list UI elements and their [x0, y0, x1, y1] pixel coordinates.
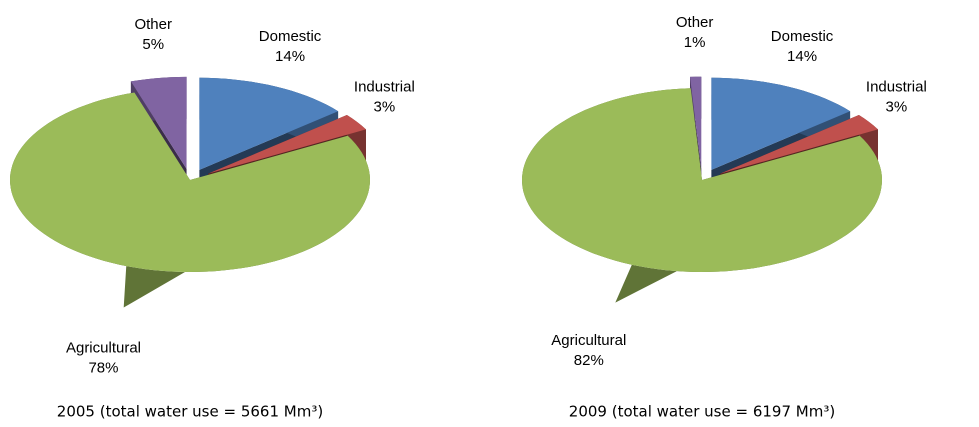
slice-value-label: 1%: [684, 34, 706, 51]
chart-caption: 2009 (total water use = 6197 Mm³): [569, 403, 835, 421]
slice-label: Domestic: [259, 28, 322, 45]
slice: [522, 88, 882, 272]
slice-value-label: 5%: [142, 36, 164, 53]
slice-value-label: 3%: [886, 98, 908, 115]
slice-label: Domestic: [771, 28, 834, 45]
slice-label: Other: [134, 16, 172, 33]
slice-value-label: 14%: [275, 48, 305, 65]
slice-value-label: 78%: [88, 360, 118, 377]
slice-label: Industrial: [354, 78, 415, 95]
slice-label: Agricultural: [551, 332, 626, 349]
slice-value-label: 3%: [374, 98, 396, 115]
slice: [10, 92, 370, 272]
slice: [711, 77, 851, 170]
slice: [208, 115, 366, 174]
slice-value-label: 14%: [787, 48, 817, 65]
slice: [690, 76, 702, 169]
pie-chart: Domestic 14% Industrial 3% Agricultural 78% Ot…: [10, 16, 415, 421]
slice: [720, 115, 878, 174]
chart-caption: 2005 (total water use = 5661 Mm³): [57, 403, 323, 421]
slice-value-label: 82%: [574, 352, 604, 369]
pie-chart: Domestic 14% Industrial 3% Agricultural 82% Ot…: [522, 14, 927, 421]
slice-label: Industrial: [866, 78, 927, 95]
slice: [199, 77, 339, 170]
slice-label: Agricultural: [66, 340, 141, 357]
slice-label: Other: [676, 14, 714, 31]
slice: [130, 76, 187, 169]
